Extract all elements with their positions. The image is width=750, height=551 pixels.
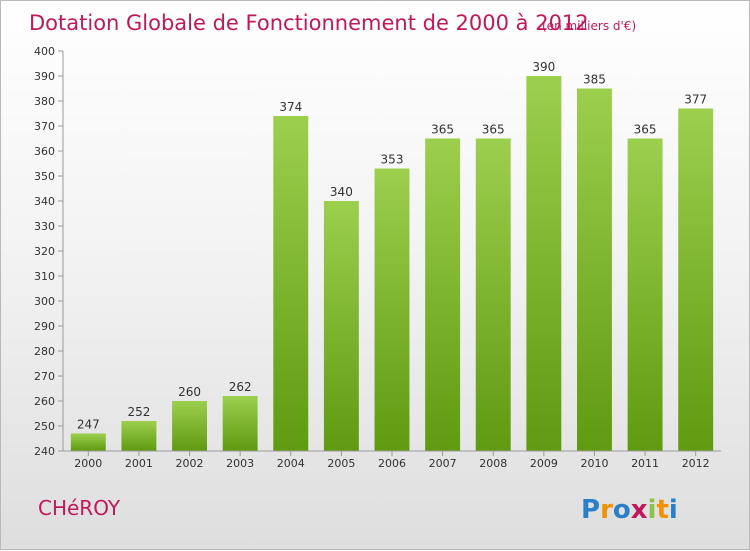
x-tick-label: 2008: [479, 457, 507, 470]
bar-value-label: 390: [532, 60, 555, 74]
bar-value-label: 365: [482, 123, 505, 137]
x-tick-label: 2009: [530, 457, 558, 470]
x-tick-label: 2005: [327, 457, 355, 470]
y-tick-label: 270: [34, 370, 55, 383]
bar: [70, 433, 106, 451]
y-tick-label: 370: [34, 120, 55, 133]
y-tick-label: 350: [34, 170, 55, 183]
commune-name: CHéROY: [38, 496, 121, 520]
y-tick-label: 280: [34, 345, 55, 358]
y-tick-label: 390: [34, 70, 55, 83]
bar: [425, 138, 461, 451]
proxiti-logo: Proxiti: [581, 495, 678, 525]
bar: [172, 401, 208, 451]
bar-value-label: 340: [330, 185, 353, 199]
y-tick-label: 300: [34, 295, 55, 308]
logo-text: Proxiti: [581, 495, 678, 525]
y-tick-label: 250: [34, 420, 55, 433]
x-tick-label: 2011: [631, 457, 659, 470]
bar: [627, 138, 663, 451]
x-tick-label: 2002: [176, 457, 204, 470]
bar-value-label: 377: [684, 93, 707, 107]
bar-value-label: 353: [381, 153, 404, 167]
x-tick-label: 2012: [682, 457, 710, 470]
bar: [374, 168, 410, 451]
bar-value-label: 365: [431, 123, 454, 137]
logo-letter: i: [648, 495, 657, 525]
logo-letter: i: [669, 495, 678, 525]
bar-value-label: 365: [634, 123, 657, 137]
logo-letter: r: [600, 495, 613, 525]
bar-value-label: 260: [178, 385, 201, 399]
x-tick-label: 2007: [429, 457, 457, 470]
bar-value-label: 247: [77, 418, 100, 432]
x-axis: 2000 2001 2002 2003 2004 2005 2006 2007 2008 2009…: [63, 450, 721, 470]
x-tick-label: 2006: [378, 457, 406, 470]
logo-letter: x: [631, 495, 648, 525]
bar: [475, 138, 511, 451]
y-tick-label: 310: [34, 270, 55, 283]
chart-title: Dotation Globale de Fonctionnement de 20…: [29, 11, 589, 35]
x-tick-label: 2003: [226, 457, 254, 470]
logo-letter: o: [613, 495, 631, 525]
y-tick-label: 400: [34, 45, 55, 58]
bar: [121, 421, 157, 451]
bar: [526, 76, 562, 451]
x-tick-label: 2004: [277, 457, 305, 470]
y-tick-label: 260: [34, 395, 55, 408]
y-tick-label: 340: [34, 195, 55, 208]
y-tick-label: 360: [34, 145, 55, 158]
y-tick-label: 290: [34, 320, 55, 333]
bar: [273, 116, 309, 451]
y-tick-label: 330: [34, 220, 55, 233]
y-tick-label: 240: [34, 445, 55, 458]
bar: [222, 396, 258, 451]
x-tick-label: 2001: [125, 457, 153, 470]
bar-value-label: 262: [229, 380, 252, 394]
y-tick-label: 380: [34, 95, 55, 108]
logo-letter: t: [656, 495, 668, 525]
bar-value-label: 374: [279, 100, 302, 114]
y-axis: 240 250 260 270 280 290 300 310 320 330 340 350 360 3…: [34, 45, 64, 458]
chart-subtitle: (en milliers d'€): [542, 19, 636, 33]
bar: [678, 108, 714, 451]
bar: [323, 201, 359, 451]
bar-value-label: 252: [127, 405, 150, 419]
x-tick-label: 2000: [74, 457, 102, 470]
bars-group: 247 252 260 262 374 340 353 365 365 390 385 365 377: [70, 60, 714, 451]
bar-value-label: 385: [583, 73, 606, 87]
bar: [576, 88, 612, 451]
logo-letter: P: [581, 495, 600, 525]
x-tick-label: 2010: [580, 457, 608, 470]
y-tick-label: 320: [34, 245, 55, 258]
